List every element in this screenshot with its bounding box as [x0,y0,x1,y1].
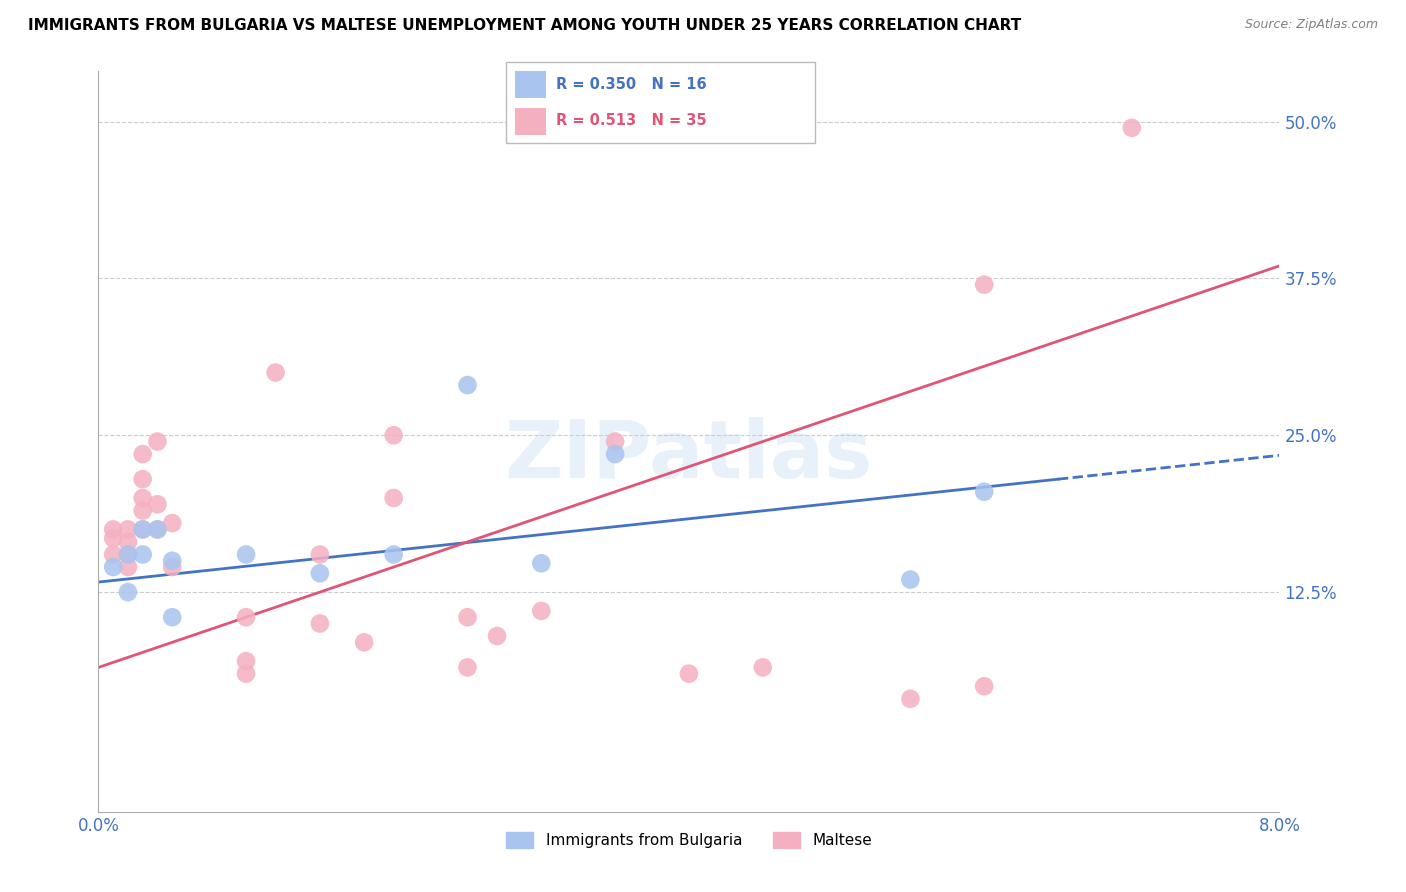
Text: Source: ZipAtlas.com: Source: ZipAtlas.com [1244,18,1378,31]
Point [103,548,125,562]
Point [117,560,139,574]
Point [103,560,125,574]
Point [162,610,183,624]
Point [103,522,125,536]
Point [132,472,155,486]
Point [900,691,922,706]
Point [132,447,155,461]
Point [605,447,627,461]
Point [605,434,627,449]
Point [309,616,332,631]
Point [973,679,995,693]
Point [132,522,155,536]
Point [146,522,169,536]
Point [162,554,183,568]
Point [132,522,155,536]
Point [382,491,405,505]
Legend: Immigrants from Bulgaria, Maltese: Immigrants from Bulgaria, Maltese [498,824,880,856]
Point [146,522,169,536]
Text: R = 0.513   N = 35: R = 0.513 N = 35 [555,113,706,128]
Point [530,604,553,618]
Point [132,491,155,505]
Point [457,610,479,624]
Point [117,522,139,536]
FancyBboxPatch shape [516,108,547,135]
Point [235,548,257,562]
Point [900,573,922,587]
Point [235,666,257,681]
FancyBboxPatch shape [516,71,547,98]
FancyBboxPatch shape [506,62,815,143]
Point [973,277,995,292]
Point [752,660,775,674]
Point [162,560,183,574]
Point [457,660,479,674]
Point [132,548,155,562]
Point [235,610,257,624]
Text: R = 0.350   N = 16: R = 0.350 N = 16 [555,77,706,92]
Point [117,535,139,549]
Point [1121,120,1143,135]
Point [678,666,700,681]
Point [146,497,169,511]
Text: ZIPatlas: ZIPatlas [505,417,873,495]
Point [309,548,332,562]
Point [117,548,139,562]
Point [264,366,287,380]
Point [973,484,995,499]
Point [146,434,169,449]
Point [382,548,405,562]
Point [132,503,155,517]
Point [486,629,509,643]
Point [309,566,332,581]
Point [382,428,405,442]
Point [353,635,375,649]
Point [235,654,257,668]
Point [457,378,479,392]
Text: IMMIGRANTS FROM BULGARIA VS MALTESE UNEMPLOYMENT AMONG YOUTH UNDER 25 YEARS CORR: IMMIGRANTS FROM BULGARIA VS MALTESE UNEM… [28,18,1021,33]
Point [162,516,183,530]
Point [117,585,139,599]
Point [530,556,553,570]
Point [103,531,125,545]
Point [117,548,139,562]
